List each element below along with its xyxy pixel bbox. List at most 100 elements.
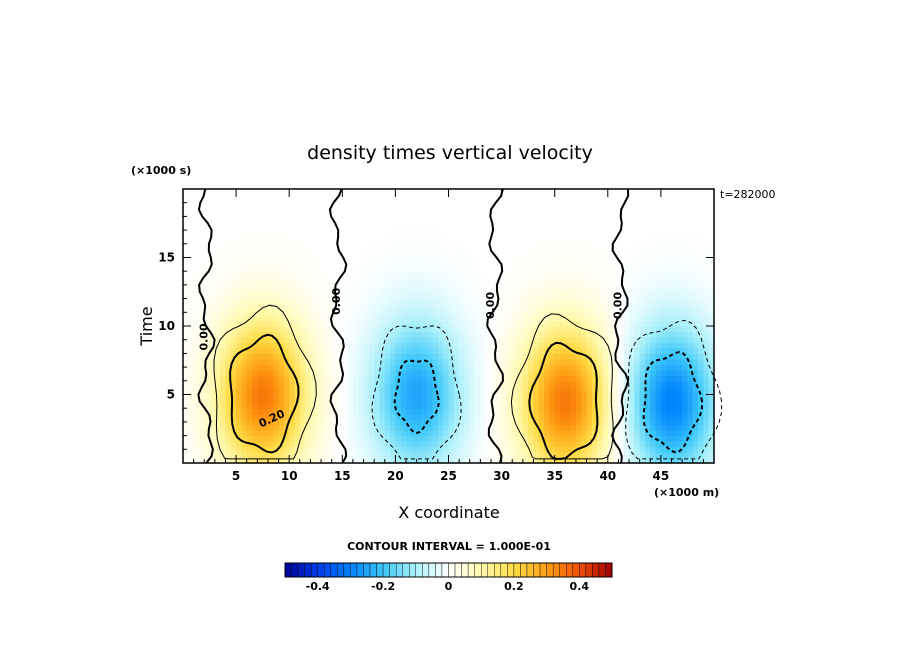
heatmap-cell <box>459 419 466 426</box>
heatmap-cell <box>321 293 327 300</box>
heatmap-cell <box>496 441 503 448</box>
heatmap-cell <box>278 243 285 250</box>
heatmap-cell <box>299 254 306 261</box>
heatmap-cell <box>400 276 407 283</box>
heatmap-cell <box>406 205 412 212</box>
heatmap-cell <box>230 276 237 283</box>
heatmap-cell <box>305 446 312 453</box>
heatmap-cell <box>257 238 264 245</box>
heatmap-cell <box>395 243 402 250</box>
heatmap-cell <box>485 435 492 442</box>
heatmap-cell <box>411 386 418 393</box>
heatmap-cell <box>522 315 529 322</box>
heatmap-cell <box>347 364 354 371</box>
heatmap-cell <box>655 320 662 327</box>
heatmap-cell <box>613 419 620 426</box>
heatmap-cell <box>241 265 248 272</box>
heatmap-cell <box>379 243 386 250</box>
heatmap-cell <box>257 358 264 365</box>
heatmap-cell <box>602 331 609 338</box>
heatmap-cell <box>698 326 704 333</box>
heatmap-cell <box>591 249 598 256</box>
heatmap-cell <box>469 216 476 223</box>
heatmap-cell <box>644 199 651 207</box>
heatmap-cell <box>692 194 699 201</box>
heatmap-cell <box>236 386 243 393</box>
heatmap-cell <box>326 227 333 234</box>
heatmap-cell <box>464 452 471 459</box>
heatmap-cell <box>358 347 365 354</box>
heatmap-cell <box>305 282 312 289</box>
heatmap-cell <box>528 309 535 316</box>
heatmap-cell <box>459 199 466 207</box>
heatmap-cell <box>416 408 423 415</box>
heatmap-cell <box>198 353 205 360</box>
heatmap-cell <box>655 391 662 398</box>
heatmap-cell <box>485 375 492 382</box>
heatmap-cell <box>506 238 513 245</box>
heatmap-cell <box>214 320 221 327</box>
heatmap-cell <box>416 391 423 398</box>
heatmap-cell <box>352 369 359 376</box>
heatmap-cell <box>421 331 428 338</box>
heatmap-cell <box>666 441 673 448</box>
heatmap-cell <box>443 342 450 349</box>
heatmap-cell <box>655 435 662 442</box>
heatmap-cell <box>533 315 540 322</box>
heatmap-cell <box>315 227 322 234</box>
heatmap-cell <box>437 402 444 409</box>
heatmap-cell <box>204 391 211 398</box>
heatmap-cell <box>560 232 566 239</box>
heatmap-cell <box>602 441 609 448</box>
heatmap-cell <box>236 364 243 371</box>
heatmap-cell <box>416 424 423 431</box>
heatmap-cell <box>209 419 216 426</box>
heatmap-cell <box>236 243 243 250</box>
heatmap-cell <box>538 375 545 382</box>
heatmap-cell <box>496 369 503 376</box>
heatmap-cell <box>299 364 306 371</box>
heatmap-cell <box>188 276 195 283</box>
heatmap-cell <box>607 336 614 344</box>
heatmap-cell <box>342 304 349 311</box>
heatmap-cell <box>623 413 630 420</box>
heatmap-cell <box>246 282 253 289</box>
heatmap-cell <box>549 194 556 201</box>
heatmap-cell <box>262 205 269 212</box>
heatmap-cell <box>427 287 434 294</box>
heatmap-cell <box>607 216 614 223</box>
heatmap-cell <box>459 430 466 437</box>
heatmap-cell <box>432 199 439 207</box>
heatmap-cell <box>443 271 450 278</box>
heatmap-cell <box>533 347 540 354</box>
heatmap-cell <box>427 342 434 349</box>
heatmap-cell <box>241 375 248 382</box>
heatmap-cell <box>188 216 195 223</box>
heatmap-cell <box>655 227 662 234</box>
heatmap-cell <box>682 265 689 272</box>
heatmap-cell <box>342 293 349 300</box>
heatmap-cell <box>469 276 476 283</box>
heatmap-cell <box>506 380 513 387</box>
heatmap-cell <box>225 221 232 228</box>
heatmap-cell <box>257 221 264 228</box>
heatmap-cell <box>496 238 503 245</box>
heatmap-cell <box>252 364 258 371</box>
heatmap-cell <box>549 271 556 278</box>
heatmap-cell <box>278 254 285 261</box>
heatmap-cell <box>650 342 657 349</box>
heatmap-cell <box>395 249 402 256</box>
heatmap-cell <box>692 386 699 393</box>
heatmap-cell <box>262 364 269 371</box>
heatmap-cell <box>347 298 354 305</box>
heatmap-cell <box>193 452 200 459</box>
heatmap-cell <box>400 210 407 217</box>
heatmap-cell <box>262 221 269 228</box>
heatmap-cell <box>273 265 280 272</box>
heatmap-cell <box>230 386 237 393</box>
heatmap-cell <box>464 419 471 426</box>
heatmap-cell <box>437 375 444 382</box>
heatmap-cell <box>549 441 556 448</box>
heatmap-cell <box>273 342 280 349</box>
heatmap-cell <box>214 364 221 371</box>
